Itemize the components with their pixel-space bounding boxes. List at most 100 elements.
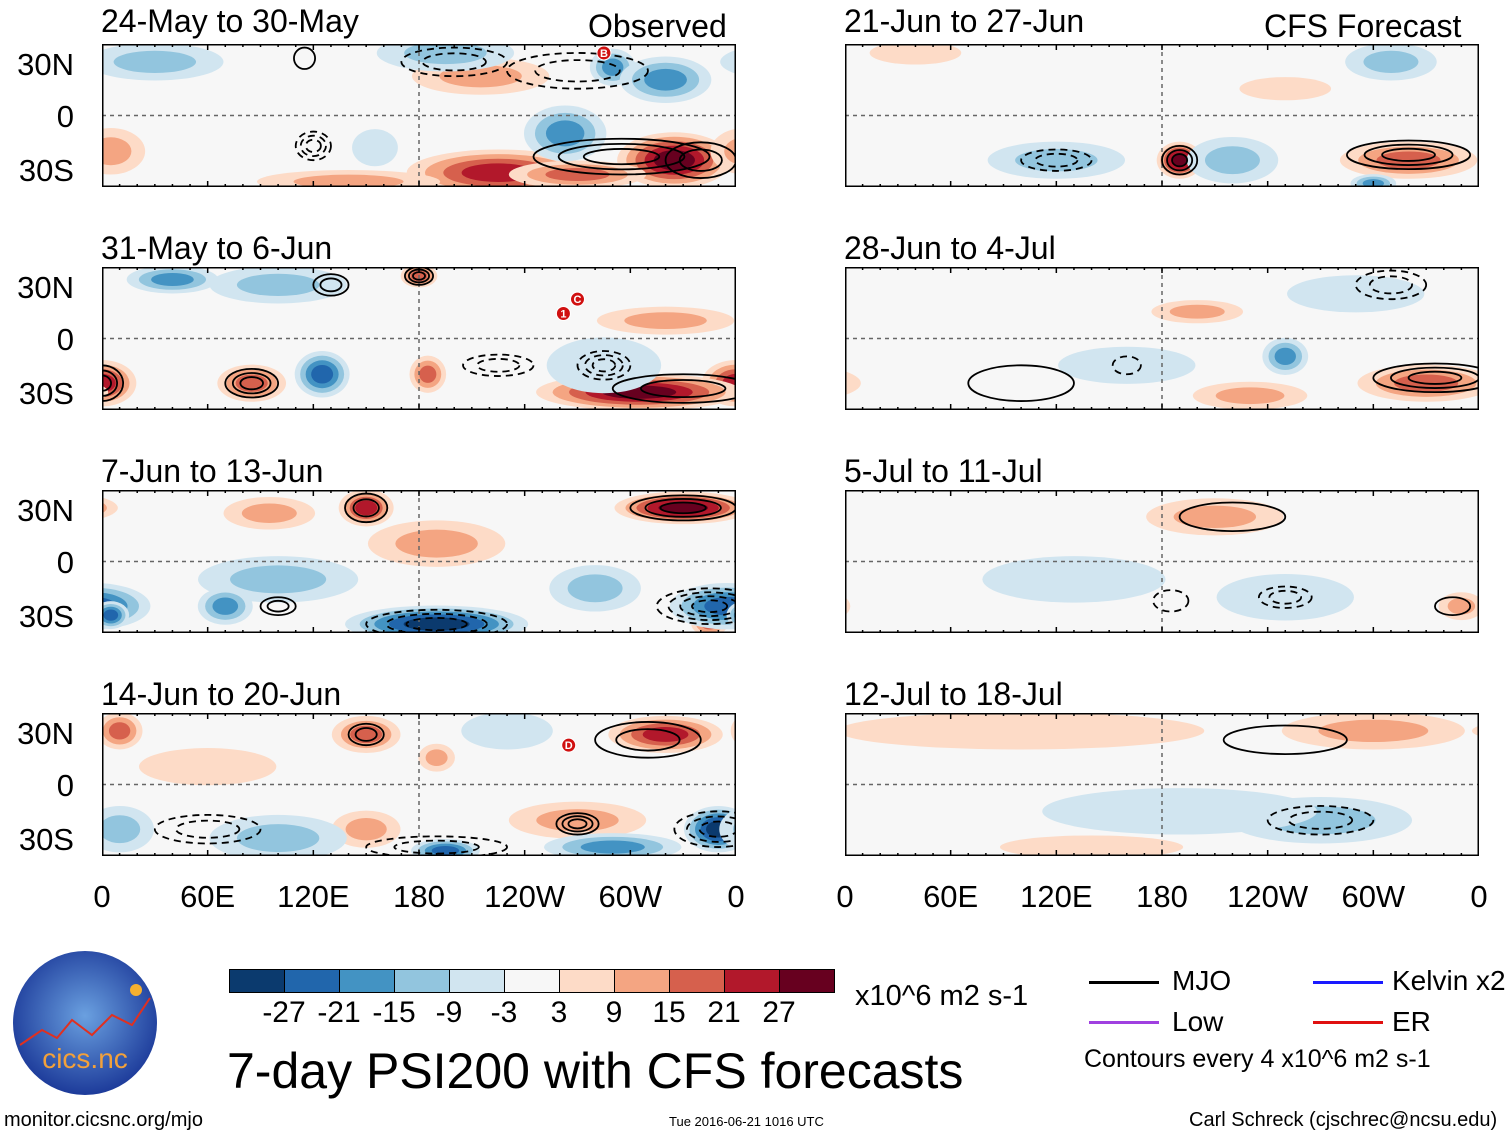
mjo-contour-positive xyxy=(1407,370,1463,385)
negative-anomaly xyxy=(212,597,239,615)
mjo-contour-positive xyxy=(102,369,118,397)
lat-label: 30S xyxy=(18,153,74,188)
mjo-contour-negative xyxy=(1257,585,1313,609)
positive-anomaly xyxy=(102,373,116,393)
legend-line-low xyxy=(1089,1021,1159,1024)
positive-anomaly xyxy=(845,713,1205,750)
mjo-contour-negative xyxy=(421,52,487,72)
lon-label: 60W xyxy=(1341,879,1406,914)
storm-marker-label: 1 xyxy=(560,308,566,320)
mjo-contour-negative xyxy=(385,612,488,633)
mjo-contour-positive xyxy=(1161,144,1199,176)
footer-author: Carl Schreck (cjschrec@ncsu.edu) xyxy=(1189,1109,1498,1131)
negative-anomaly xyxy=(431,845,460,856)
negative-anomaly xyxy=(567,574,623,603)
mjo-contour-negative xyxy=(698,820,736,838)
map-panel: 1C xyxy=(102,267,736,410)
colorbar xyxy=(229,969,835,993)
negative-anomaly xyxy=(1042,788,1317,835)
legend-line-kelvin xyxy=(1313,981,1383,984)
mjo-contour-positive xyxy=(1390,366,1479,389)
map-panel xyxy=(845,490,1479,633)
lon-label: 180 xyxy=(1136,879,1188,914)
negative-anomaly xyxy=(352,129,398,167)
mjo-contour-negative xyxy=(1266,805,1375,836)
colorbar-swatch xyxy=(505,970,560,992)
footer-url[interactable]: monitor.cicsnc.org/mjo xyxy=(4,1109,203,1131)
colorbar-tick-label: 21 xyxy=(707,996,741,1029)
storm-marker-label: B xyxy=(600,48,608,60)
lon-label: 120W xyxy=(1227,879,1309,914)
colorbar-swatch xyxy=(670,970,725,992)
positive-anomaly xyxy=(102,497,118,519)
mjo-contour-positive xyxy=(629,494,736,522)
positive-anomaly xyxy=(1239,77,1332,101)
mjo-contour-negative xyxy=(1368,275,1413,295)
negative-anomaly xyxy=(102,815,141,844)
observed-label: Observed xyxy=(588,8,727,44)
mjo-contour-positive xyxy=(615,728,681,752)
map-panel xyxy=(845,267,1479,410)
negative-anomaly xyxy=(719,809,736,850)
mjo-contour-positive xyxy=(1372,362,1479,394)
mjo-contour-positive xyxy=(1381,147,1436,162)
panel-title: 31-May to 6-Jun xyxy=(101,230,333,266)
mjo-contour-positive xyxy=(352,498,380,518)
colorbar-swatch xyxy=(230,970,285,992)
mjo-contour-positive xyxy=(239,376,264,391)
negative-anomaly xyxy=(545,120,585,147)
lon-label: 120W xyxy=(484,879,566,914)
mjo-contour-negative xyxy=(304,138,322,153)
negative-anomaly xyxy=(982,556,1166,603)
positive-anomaly xyxy=(419,365,437,383)
colorbar-tick-label: -15 xyxy=(372,996,416,1029)
panel-title: 24-May to 30-May xyxy=(101,3,359,39)
storm-marker-label: D xyxy=(565,740,573,752)
negative-anomaly xyxy=(461,713,553,750)
lon-label: 60E xyxy=(180,879,236,914)
lon-label: 0 xyxy=(836,879,854,914)
colorbar-swatch xyxy=(450,970,505,992)
positive-anomaly xyxy=(345,818,387,841)
storm-marker-label: C xyxy=(574,294,582,306)
mjo-contour-negative xyxy=(299,134,327,158)
positive-anomaly xyxy=(241,503,297,523)
mjo-contour-negative xyxy=(405,617,468,632)
negative-anomaly xyxy=(236,824,320,853)
colorbar-swatch xyxy=(780,970,834,992)
mjo-contour-negative xyxy=(686,815,736,843)
positive-anomaly xyxy=(425,749,448,767)
positive-anomaly xyxy=(1000,835,1184,856)
mjo-contour-positive xyxy=(231,372,272,395)
colorbar-swatch xyxy=(725,970,780,992)
mjo-contour-negative xyxy=(591,358,617,373)
lon-label: 120E xyxy=(277,879,350,914)
colorbar-tick-label: -21 xyxy=(317,996,361,1029)
legend-label-er: ER xyxy=(1392,1006,1431,1037)
mjo-contour-positive xyxy=(259,596,297,617)
legend-line-mjo xyxy=(1089,981,1159,984)
negative-anomaly xyxy=(1015,149,1098,172)
mjo-contour-negative xyxy=(1020,148,1093,172)
lat-label: 30N xyxy=(17,716,74,751)
mjo-contour-positive xyxy=(561,815,594,833)
mjo-contour-positive xyxy=(659,501,707,515)
mjo-contour-positive xyxy=(1166,149,1194,172)
footer-timestamp: Tue 2016-06-21 1016 UTC xyxy=(669,1114,824,1129)
positive-anomaly xyxy=(869,44,962,65)
mjo-contour-positive xyxy=(404,267,434,286)
forecast-label: CFS Forecast xyxy=(1264,8,1462,44)
mjo-contour-positive xyxy=(347,722,385,747)
panel-title: 14-Jun to 20-Jun xyxy=(101,676,342,712)
mjo-contour-negative xyxy=(476,357,521,373)
positive-anomaly xyxy=(642,727,689,742)
lat-label: 30N xyxy=(17,270,74,305)
colorbar-units: x10^6 m2 s-1 xyxy=(855,980,1029,1012)
colorbar-swatch xyxy=(285,970,340,992)
mjo-contour-positive xyxy=(594,721,702,759)
colorbar-tick-label: 15 xyxy=(652,996,686,1029)
mjo-contour-negative xyxy=(153,813,262,845)
figure-title: 7-day PSI200 with CFS forecasts xyxy=(227,1043,964,1099)
mjo-contour-negative xyxy=(673,810,736,848)
positive-anomaly xyxy=(108,722,131,740)
